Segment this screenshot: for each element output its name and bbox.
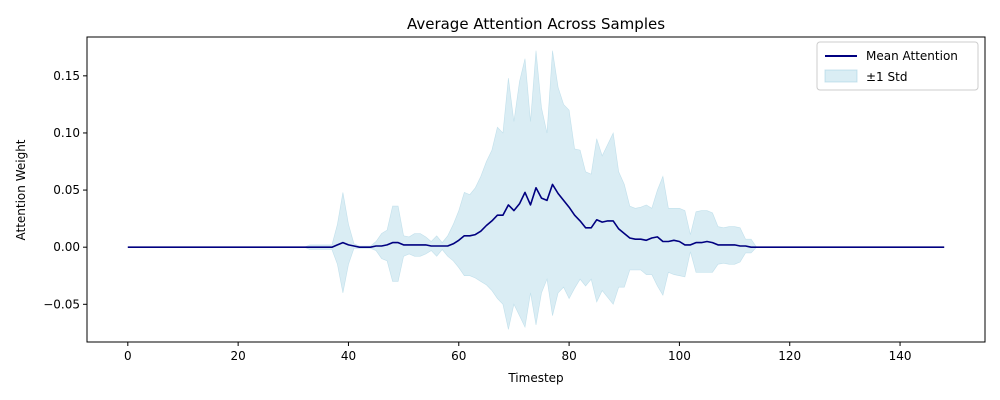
plot-frame [86,36,986,343]
x-tick-label: 120 [778,349,801,363]
legend-mean-label: Mean Attention [866,49,958,63]
x-axis-label: Timestep [507,371,563,385]
y-axis-label: Attention Weight [14,139,28,240]
x-tick-label: 140 [889,349,912,363]
mean-line-layer [127,183,945,248]
x-axis: 0 20 40 60 80 100 120 140 [124,342,912,363]
y-tick-label: 0.05 [53,183,80,197]
y-tick-label: 0.00 [53,240,80,254]
x-tick-label: 0 [124,349,132,363]
x-tick-label: 60 [451,349,466,363]
y-tick-label: 0.10 [53,126,80,140]
legend-std-swatch [824,69,858,83]
x-tick-label: 20 [230,349,245,363]
chart-title: Average Attention Across Samples [407,15,665,33]
mean-attention-line [127,183,945,248]
y-tick-label: −0.05 [43,297,80,311]
x-tick-label: 40 [341,349,356,363]
legend-std-label: ±1 Std [866,70,907,84]
y-axis: −0.05 0.00 0.05 0.10 0.15 [43,69,87,311]
x-tick-label: 80 [561,349,576,363]
legend: Mean Attention ±1 Std [816,41,979,91]
y-tick-label: 0.15 [53,69,80,83]
x-tick-label: 100 [668,349,691,363]
